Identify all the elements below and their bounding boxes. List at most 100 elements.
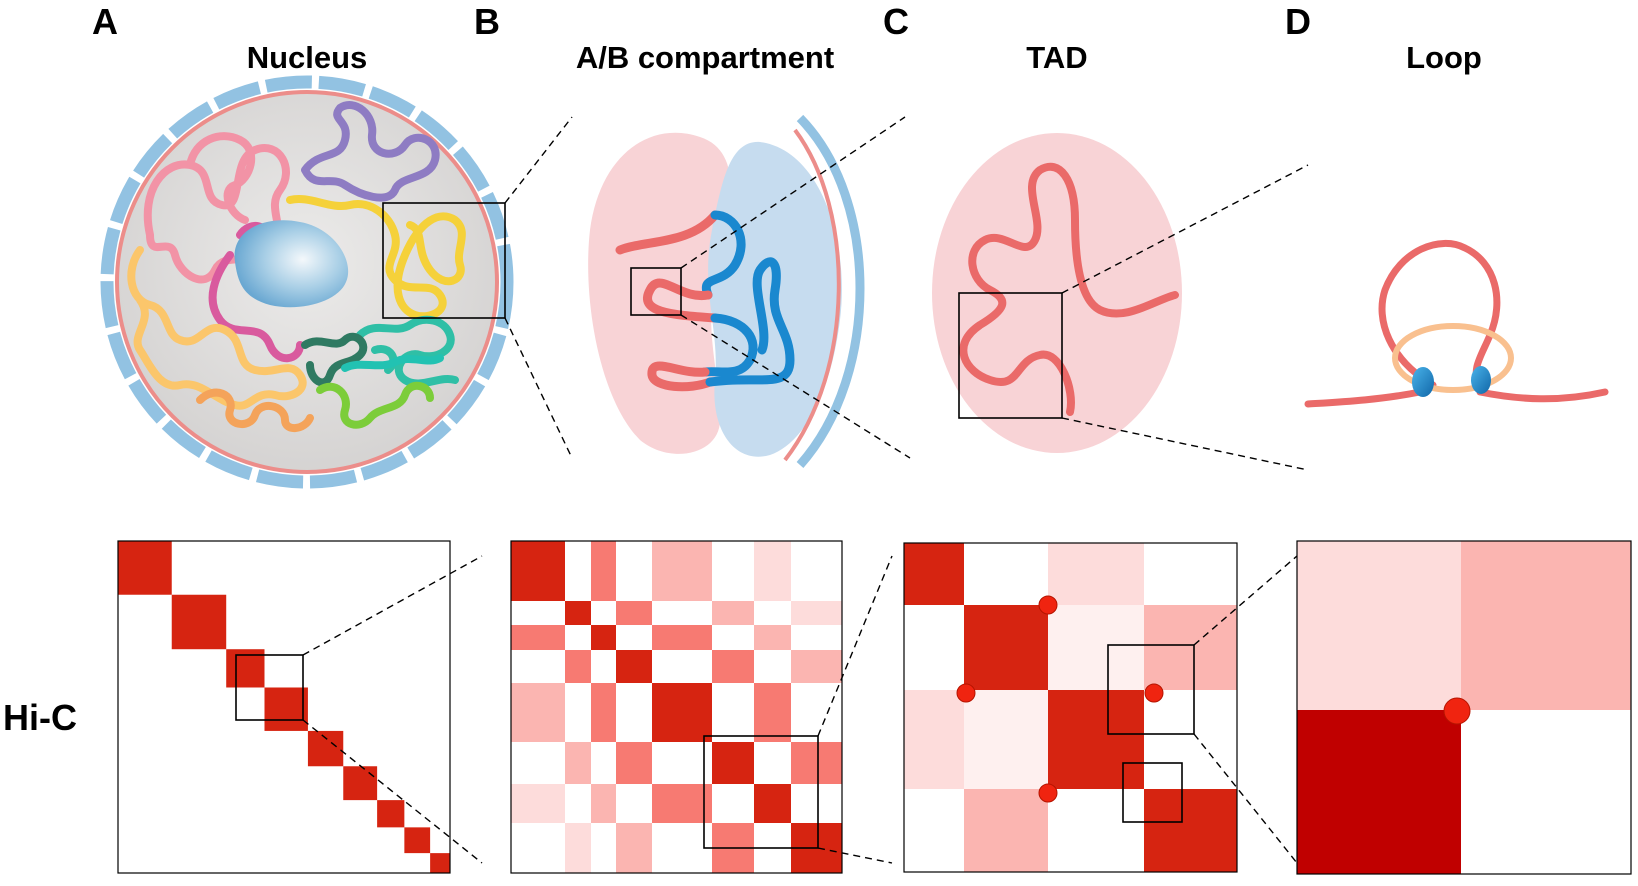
loop-chromatin-back [1378,240,1501,389]
zoom-line-a-b-top [504,116,573,204]
matrix-a-tad-block [343,766,378,801]
loop-illustration [1304,240,1609,408]
matrix-b-cell [616,823,652,873]
matrix-b-cell [616,650,652,683]
panel-letter-a: A [92,1,118,42]
hic-matrix-a [117,540,451,874]
panel-title-nucleus: Nucleus [247,40,368,75]
loop-chromatin-tails [1304,388,1609,408]
matrix-b-cell [565,823,591,873]
matrix-c-border [903,542,1238,873]
tad-chromatin-fiber [959,162,1179,416]
panel-title-tad: TAD [1026,40,1087,75]
hic-zoom-line-c-d-bottom [1193,733,1298,864]
nucleolus [234,220,349,308]
hic-zoom-line-a-b-bottom [302,719,483,864]
matrix-d-cell [1297,710,1461,874]
matrix-b-cell [712,650,754,683]
matrix-b-cell [511,784,565,823]
zoom-line-c-d-bottom [1061,417,1309,471]
tad-illustration [932,133,1182,453]
matrix-c-cell [964,605,1048,690]
zoom-line-c-d-top [1061,164,1309,294]
ab-compartment-illustration [588,114,865,468]
matrix-b-cell [565,650,591,683]
matrix-c-loop-dot [956,683,976,703]
matrix-a-tad-block [307,730,344,767]
matrix-d-border [1296,540,1632,875]
matrix-b-cell [652,541,712,601]
matrix-b-cell [591,683,616,742]
matrix-b-cell [511,625,565,650]
matrix-b-cell [565,742,591,784]
matrix-c-cell [904,690,964,789]
nucleus-zoom-box [382,202,506,319]
matrix-b-cell [652,625,712,650]
matrix-b-cell [565,601,591,625]
matrix-b-cell [616,601,652,625]
matrix-b-cell [591,784,616,823]
matrix-b-cell [511,683,565,742]
matrix-b-cell [712,742,754,784]
zoom-line-b-c-bottom [680,314,911,459]
chromatin-a-segment-1 [615,210,720,255]
loop-anchor-right [1471,366,1491,394]
matrix-d-cell [1461,541,1631,710]
matrix-c-cell [964,690,1048,789]
chromosome-pink [143,132,290,284]
matrix-c-cell [904,543,964,605]
chromosome-green [316,381,434,429]
panel-letter-c: C [883,1,909,42]
matrix-c-cell [1144,789,1237,872]
hic-zoom-line-a-b-top [302,555,483,656]
matrix-b-cell [754,683,791,742]
cohesin-ring [1392,323,1514,393]
matrix-b-cell [616,742,652,784]
panel-titles: Nucleus A/B compartment TAD Loop [247,40,1482,75]
chromosome-territories [127,101,466,432]
chromosome-dark-teal [301,332,368,387]
hic-zoom-line-c-d-top [1193,555,1298,646]
matrix-c-zoom-box-small [1122,762,1183,823]
matrix-d-loop-dot [1443,697,1471,725]
chromosome-sea-green [341,354,444,372]
panel-title-ab-compartment: A/B compartment [576,40,834,75]
matrix-a-tad-block [430,853,450,873]
chromosome-dark-orange [196,388,314,432]
matrix-a-zoom-box [235,654,304,721]
matrix-b-cell [754,541,791,601]
chromosome-yellow [286,195,466,321]
compartment-inner-membrane [783,128,841,462]
matrix-b-zoom-box [703,735,819,849]
matrix-c-cell [1048,543,1144,605]
matrix-c-loop-dot [1144,683,1164,703]
matrix-c-cell [1048,605,1144,690]
matrix-c-cell [1144,605,1237,690]
matrix-b-cell [791,650,842,683]
matrix-b-border [510,540,843,874]
hic-matrix-c [903,542,1238,873]
loop-anchor-left [1412,367,1434,397]
zoom-line-a-b-bottom [504,317,573,459]
matrix-b-cell [791,742,842,784]
matrix-a-tad-block [118,541,172,595]
compartment-zoom-box [630,267,682,316]
matrix-d-cell [1297,541,1461,710]
matrix-b-cell [591,625,616,650]
matrix-b-cell [591,541,616,601]
matrix-c-cell [964,789,1048,872]
zoom-line-b-c-top [680,116,906,269]
panel-letter-d: D [1285,1,1311,42]
matrix-b-cell [712,601,754,625]
matrix-b-cell [511,541,565,601]
matrix-b-cell [791,601,842,625]
matrix-a-border [117,540,451,874]
compartment-outer-membrane [796,114,865,468]
tad-zoom-box [958,292,1063,419]
ab-chromatin-fiber [615,210,795,392]
matrix-c-loop-dot [1038,595,1058,615]
matrix-a-tad-block [264,687,308,731]
matrix-a-tad-block [377,800,405,828]
matrix-c-loop-dot [1038,783,1058,803]
